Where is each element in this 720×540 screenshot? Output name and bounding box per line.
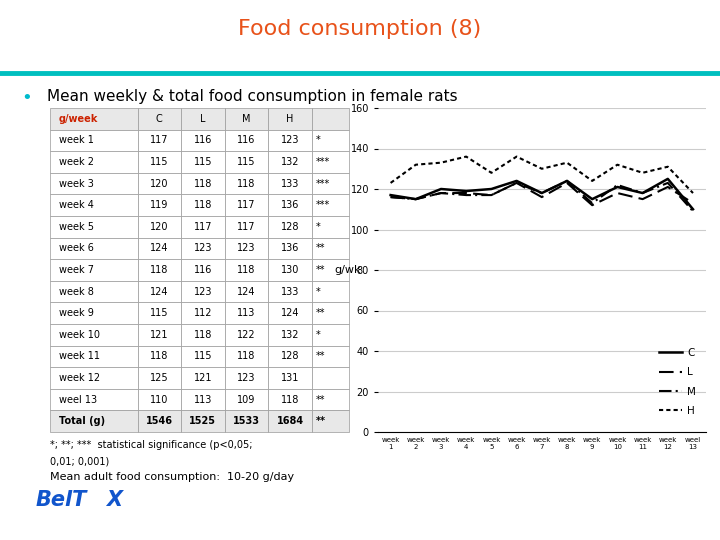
Legend: C, L, M, H: C, L, M, H	[655, 344, 701, 420]
Text: 0,01; 0,001): 0,01; 0,001)	[50, 456, 109, 467]
Text: •: •	[22, 89, 32, 107]
Text: BelT: BelT	[36, 490, 87, 510]
Text: Mean adult food consumption:  10-20 g/day: Mean adult food consumption: 10-20 g/day	[50, 472, 294, 483]
Text: Mean weekly & total food consumption in female rats: Mean weekly & total food consumption in …	[47, 89, 457, 104]
Y-axis label: g/wk: g/wk	[335, 265, 361, 275]
Text: Food consumption (8): Food consumption (8)	[238, 19, 482, 39]
Text: X: X	[107, 490, 122, 510]
Text: *; **; ***  statistical significance (p<0,05;: *; **; *** statistical significance (p<0…	[50, 440, 253, 450]
